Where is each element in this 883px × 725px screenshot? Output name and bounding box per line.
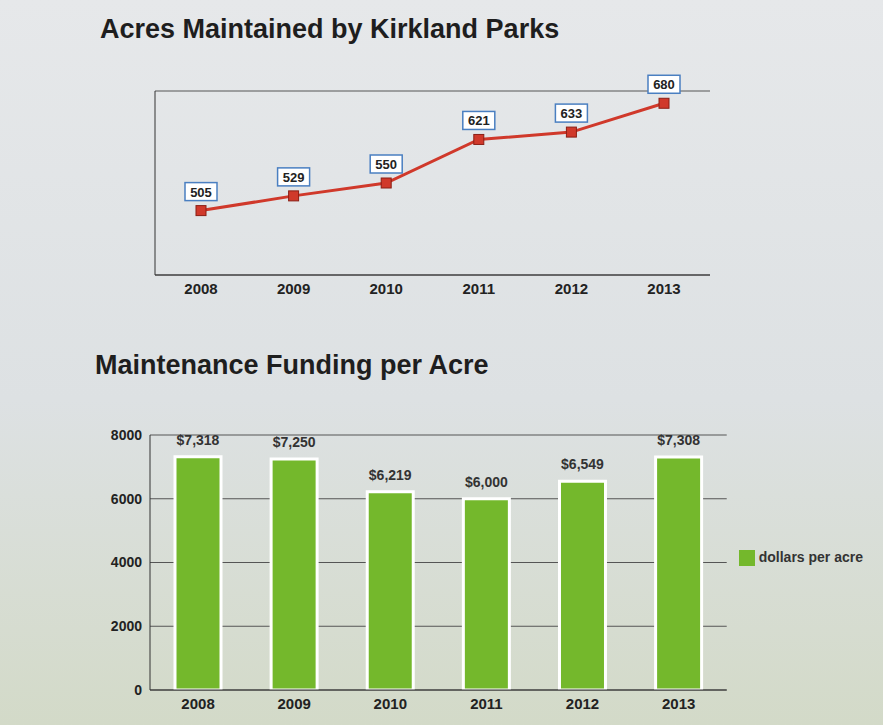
svg-text:0: 0 [134, 682, 142, 698]
svg-text:4000: 4000 [111, 554, 142, 570]
svg-text:2011: 2011 [470, 695, 503, 712]
svg-text:2000: 2000 [111, 618, 142, 634]
svg-text:680: 680 [653, 77, 675, 92]
svg-text:2011: 2011 [463, 280, 496, 297]
svg-text:$6,000: $6,000 [465, 474, 508, 490]
svg-text:621: 621 [468, 113, 490, 128]
svg-text:8000: 8000 [111, 427, 142, 443]
svg-text:550: 550 [375, 157, 397, 172]
svg-text:529: 529 [283, 170, 305, 185]
svg-text:$7,308: $7,308 [657, 432, 700, 448]
svg-text:$7,250: $7,250 [273, 434, 316, 450]
svg-text:2008: 2008 [184, 280, 217, 297]
svg-text:$7,318: $7,318 [177, 432, 220, 448]
svg-text:633: 633 [561, 106, 583, 121]
svg-text:2012: 2012 [566, 695, 599, 712]
svg-text:2008: 2008 [181, 695, 214, 712]
html-text:dollars per acre: dollars per acre [758, 548, 863, 565]
svg-text:2009: 2009 [277, 280, 310, 297]
svg-text:$6,219: $6,219 [369, 467, 412, 483]
svg-text:2012: 2012 [555, 280, 588, 297]
svg-text:2010: 2010 [374, 695, 407, 712]
html-text:Maintenance Funding per Acre: Maintenance Funding per Acre [95, 350, 489, 380]
html-text:Acres Maintained by Kirkland P: Acres Maintained by Kirkland Parks [100, 14, 560, 44]
svg-text:2010: 2010 [370, 280, 403, 297]
svg-text:$6,549: $6,549 [561, 456, 604, 472]
svg-text:2013: 2013 [662, 695, 695, 712]
svg-text:6000: 6000 [111, 491, 142, 507]
svg-text:2009: 2009 [277, 695, 310, 712]
svg-text:2013: 2013 [647, 280, 680, 297]
svg-text:505: 505 [190, 185, 212, 200]
